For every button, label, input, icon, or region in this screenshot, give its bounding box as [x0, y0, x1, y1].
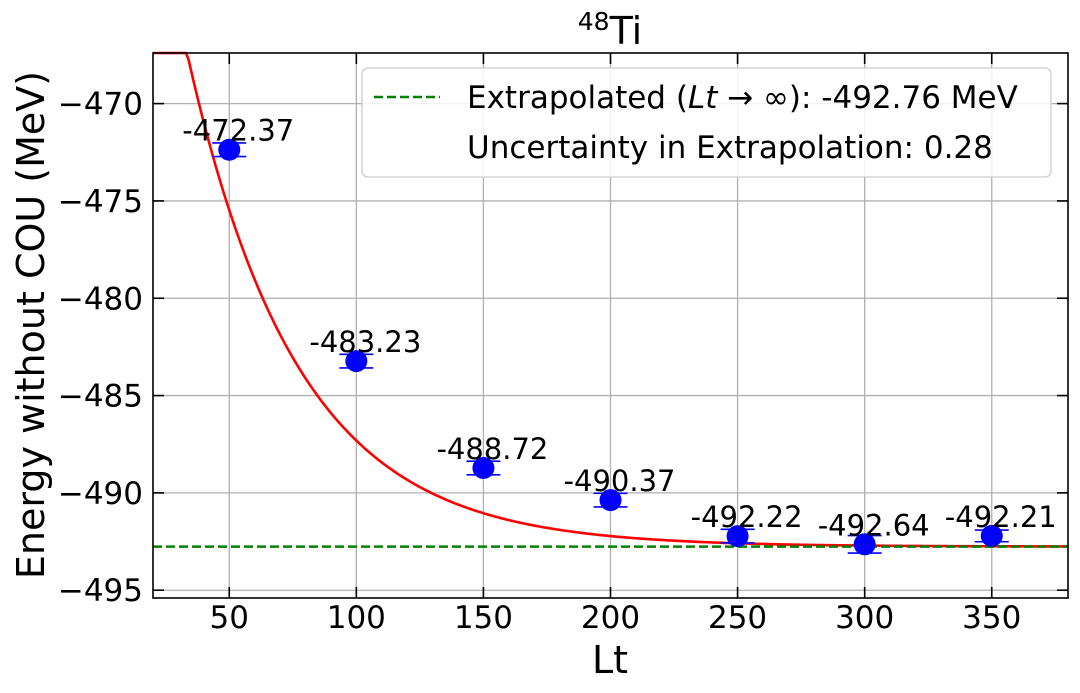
data-label: -490.37	[564, 464, 676, 498]
data-label: -472.37	[182, 114, 294, 148]
data-point	[472, 456, 495, 479]
data-point	[218, 138, 241, 161]
x-tick-label: 250	[708, 600, 767, 636]
data-point	[853, 533, 876, 556]
y-tick-label: −495	[58, 573, 143, 609]
legend-box	[361, 67, 1052, 178]
x-tick-label: 200	[581, 600, 640, 636]
data-label: -492.22	[691, 500, 803, 534]
data-point	[980, 524, 1003, 547]
points-layer: -472.37 -483.23 -488.72 -490.37 -492.22 -492.…	[182, 114, 1057, 556]
legend: Extrapolated (Lt → ∞): -492.76 MeV Uncer…	[361, 67, 1052, 178]
data-label: -483.23	[309, 325, 421, 359]
chart-title: 48Ti	[578, 7, 642, 53]
plot-frame	[152, 52, 1069, 599]
y-axis-label: Energy without COU (MeV)	[9, 71, 53, 579]
x-axis-label: Lt	[592, 638, 628, 682]
legend-entry-uncertainty: Uncertainty in Extrapolation: 0.28	[467, 130, 993, 166]
legend-entry-extrapolated: Extrapolated (Lt → ∞): -492.76 MeV	[467, 80, 1018, 116]
ticks-layer: 50 100 150 200 250 300 350 −470 −475 −480 −485 −490…	[58, 53, 1068, 636]
chart-title-main: Ti	[609, 9, 643, 53]
data-point	[599, 489, 622, 512]
x-tick-label: 350	[962, 600, 1021, 636]
chart-title-superscript: 48	[578, 7, 610, 36]
data-label: -492.21	[945, 500, 1057, 534]
data-point	[345, 350, 368, 373]
y-tick-label: −475	[58, 184, 143, 220]
data-label: -488.72	[436, 432, 548, 466]
x-tick-label: 300	[835, 600, 894, 636]
data-label: -492.64	[818, 508, 930, 542]
x-tick-label: 150	[454, 600, 513, 636]
y-tick-label: −470	[58, 87, 143, 123]
y-tick-label: −480	[58, 281, 143, 317]
x-tick-label: 100	[327, 600, 386, 636]
y-tick-label: −485	[58, 379, 143, 415]
y-tick-label: −490	[58, 476, 143, 512]
x-tick-label: 50	[210, 600, 249, 636]
data-point	[726, 525, 749, 548]
